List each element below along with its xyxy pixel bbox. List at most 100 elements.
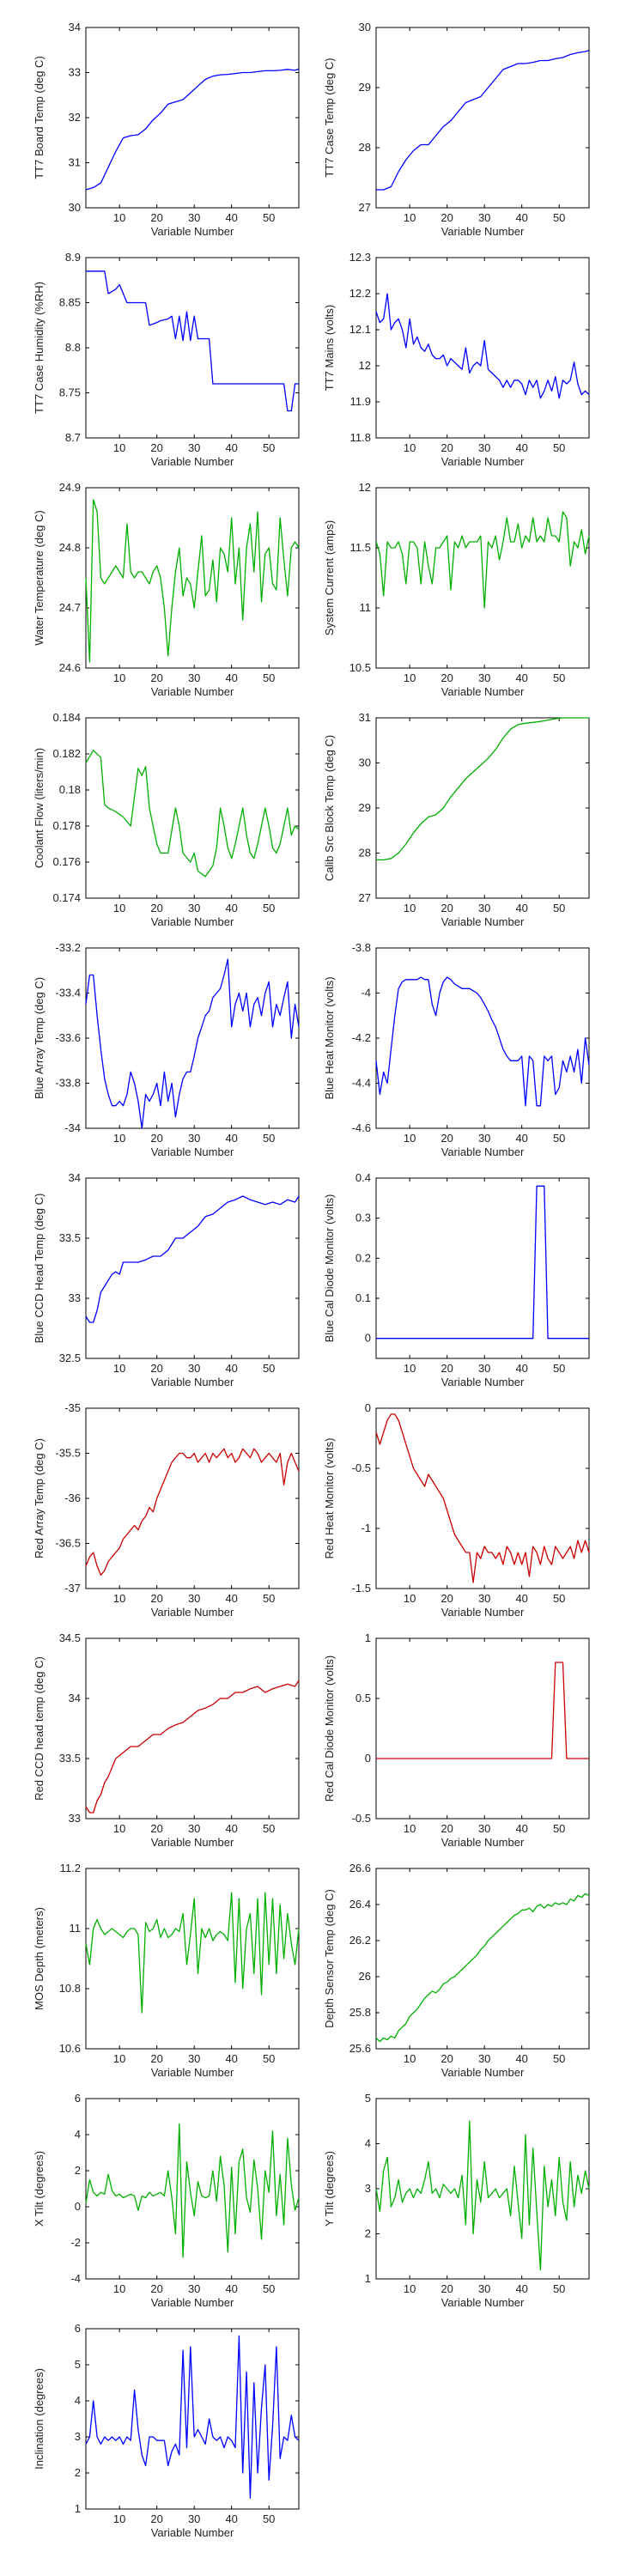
- series-line: [375, 293, 590, 399]
- x-tick-label: 50: [263, 2282, 275, 2295]
- x-tick-label: 20: [440, 1592, 453, 1605]
- x-tick-label: 40: [515, 211, 527, 224]
- x-tick-label: 40: [225, 2052, 237, 2065]
- y-axis-label: System Current (amps): [323, 520, 336, 635]
- x-axis-label: Variable Number: [151, 2066, 234, 2079]
- y-tick-label: 0.184: [52, 711, 81, 724]
- plot-frame: [85, 717, 300, 899]
- y-tick-label: 24.9: [59, 481, 81, 494]
- x-tick-label: 10: [113, 2282, 125, 2295]
- y-tick-label: 5: [75, 2358, 81, 2371]
- chart-panel: 10 20 30 40 50 10.6 10.8 11 11.2 Variable Number M…: [33, 1862, 300, 2079]
- y-tick-label: 2: [75, 2466, 81, 2479]
- plot-frame: [375, 27, 590, 209]
- plot-frame: [375, 1637, 590, 1820]
- x-tick-label: 10: [404, 902, 416, 914]
- y-axis-label: Red Cal Diode Monitor (volts): [323, 1656, 336, 1802]
- x-axis-label: Variable Number: [441, 2066, 525, 2079]
- y-tick-label: 24.7: [59, 601, 81, 614]
- x-tick-label: 10: [404, 1362, 416, 1375]
- x-tick-label: 10: [404, 441, 416, 454]
- y-tick-label: 32.5: [59, 1352, 81, 1364]
- y-axis-label: Red Heat Monitor (volts): [323, 1438, 336, 1559]
- series-line: [375, 511, 590, 609]
- x-tick-label: 30: [188, 211, 200, 224]
- x-tick-label: 20: [150, 2512, 162, 2525]
- series-line: [85, 1892, 300, 2014]
- x-tick-label: 40: [515, 1132, 527, 1145]
- x-tick-label: 50: [553, 902, 565, 914]
- y-tick-label: 4: [75, 2128, 81, 2141]
- x-tick-label: 50: [553, 1822, 565, 1835]
- x-tick-label: 30: [478, 211, 490, 224]
- y-tick-label: 0.1: [355, 1291, 371, 1304]
- y-tick-label: 8.75: [59, 386, 81, 399]
- x-axis-label: Variable Number: [441, 1606, 525, 1619]
- y-axis-label: Red CCD head temp (deg C): [33, 1656, 46, 1801]
- x-tick-label: 40: [225, 211, 237, 224]
- x-tick-label: 30: [188, 1132, 200, 1145]
- x-axis-label: Variable Number: [441, 2296, 525, 2309]
- y-tick-label: -36: [64, 1492, 81, 1504]
- chart-panel: 10 20 30 40 50 24.6 24.7 24.8 24.9 Variable Numbe…: [33, 481, 300, 698]
- y-axis-label: Blue Array Temp (deg C): [33, 977, 46, 1099]
- plot-frame: [85, 1177, 300, 1359]
- y-axis-label: TT7 Case Temp (deg C): [323, 58, 336, 177]
- y-tick-label: -33.8: [55, 1077, 81, 1090]
- y-tick-label: -1: [361, 1522, 371, 1534]
- x-axis-label: Variable Number: [151, 225, 234, 238]
- plot-frame: [375, 947, 590, 1129]
- plot-frame: [85, 947, 300, 1129]
- series-line: [376, 1662, 589, 1759]
- series-line: [85, 68, 300, 191]
- plot-frame: [375, 1407, 590, 1589]
- x-tick-label: 50: [263, 1592, 275, 1605]
- x-tick-label: 10: [404, 1592, 416, 1605]
- x-tick-label: 40: [225, 671, 237, 684]
- x-tick-label: 10: [113, 2052, 125, 2065]
- y-tick-label: 0.18: [59, 783, 81, 796]
- x-tick-label: 40: [225, 1362, 237, 1375]
- y-axis-label: Calib Src Block Temp (deg C): [323, 735, 336, 881]
- y-tick-label: 1: [75, 2502, 81, 2515]
- y-tick-label: 6: [75, 2092, 81, 2105]
- x-tick-label: 20: [150, 902, 162, 914]
- x-tick-label: 30: [188, 2512, 200, 2525]
- y-tick-label: 33.5: [59, 1231, 81, 1244]
- plot-frame: [85, 487, 300, 669]
- series-line: [375, 2120, 590, 2271]
- x-tick-label: 10: [404, 2052, 416, 2065]
- x-tick-label: 20: [150, 211, 162, 224]
- x-tick-label: 40: [515, 902, 527, 914]
- x-tick-label: 10: [404, 1822, 416, 1835]
- y-tick-label: 12.1: [349, 323, 371, 336]
- x-tick-label: 40: [225, 1822, 237, 1835]
- x-tick-label: 20: [150, 2282, 162, 2295]
- chart-panel: 10 20 30 40 50 8.7 8.75 8.8 8.85 8.9 Variable Numb…: [33, 251, 300, 468]
- y-tick-label: 10.6: [59, 2042, 81, 2055]
- x-tick-label: 20: [440, 1132, 453, 1145]
- x-tick-label: 30: [478, 2052, 490, 2065]
- x-tick-label: 20: [150, 1592, 162, 1605]
- x-tick-label: 50: [263, 2512, 275, 2525]
- x-axis-label: Variable Number: [441, 915, 525, 928]
- y-tick-label: 27: [359, 891, 371, 904]
- x-tick-label: 10: [113, 441, 125, 454]
- y-tick-label: -0.5: [352, 1812, 371, 1825]
- y-tick-label: 25.8: [349, 2006, 371, 2019]
- x-axis-label: Variable Number: [151, 1376, 234, 1388]
- x-tick-label: 40: [225, 1592, 237, 1605]
- y-axis-label: Y Tilt (degrees): [323, 2151, 336, 2227]
- x-tick-label: 40: [225, 902, 237, 914]
- x-axis-label: Variable Number: [441, 685, 525, 698]
- y-tick-label: 29: [359, 801, 371, 814]
- x-tick-label: 10: [404, 1132, 416, 1145]
- x-tick-label: 30: [478, 1132, 490, 1145]
- x-tick-label: 50: [263, 902, 275, 914]
- chart-panel: 10 20 30 40 50 -34 -33.8 -33.6 -33.4 -33.2 Variabl…: [33, 941, 300, 1158]
- y-tick-label: 0: [365, 1752, 371, 1765]
- y-tick-label: 34: [69, 1171, 81, 1184]
- x-tick-label: 20: [440, 671, 453, 684]
- y-tick-label: 2: [75, 2164, 81, 2177]
- x-tick-label: 50: [263, 441, 275, 454]
